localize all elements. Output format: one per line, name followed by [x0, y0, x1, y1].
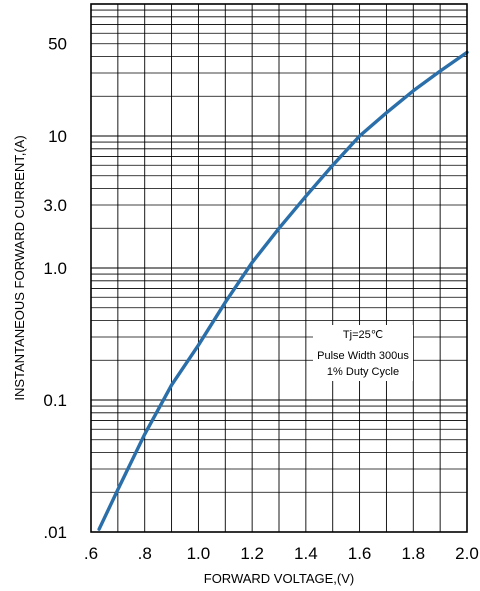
y-tick-label: .01: [43, 523, 67, 542]
x-tick-label: .6: [84, 544, 98, 563]
x-tick-label: 1.4: [294, 544, 318, 563]
y-axis-title: INSTANTANEOUS FORWARD CURRENT,(A): [12, 135, 27, 400]
x-tick-label: 1.0: [187, 544, 211, 563]
x-tick-label: 2.0: [455, 544, 479, 563]
y-tick-label: 1.0: [43, 259, 67, 278]
test-conditions-annotation: Tj=25℃ Pulse Width 300us 1% Duty Cycle: [313, 325, 413, 381]
grid: [90, 4, 468, 533]
y-tick-labels: .01 0.1 1.0 3.0 10 50: [43, 35, 67, 542]
annotation-pulse-width: Pulse Width 300us: [317, 350, 409, 362]
x-tick-label: 1.8: [401, 544, 425, 563]
y-tick-label: 3.0: [43, 196, 67, 215]
annotation-tj: Tj=25℃: [343, 329, 383, 341]
x-axis-title: FORWARD VOLTAGE,(V): [204, 571, 354, 586]
plot-frame: [90, 3, 468, 533]
series-layer: [97, 50, 469, 531]
annotation-duty-cycle: 1% Duty Cycle: [327, 366, 399, 378]
x-tick-label: 1.2: [240, 544, 264, 563]
x-tick-label: 1.6: [348, 544, 372, 563]
y-tick-label: 0.1: [43, 391, 67, 410]
y-tick-label: 10: [48, 127, 67, 146]
x-tick-label: .8: [138, 544, 152, 563]
x-tick-labels: .6 .8 1.0 1.2 1.4 1.6 1.8 2.0: [84, 544, 479, 563]
y-tick-label: 50: [48, 35, 67, 54]
series-line-0: [97, 50, 469, 531]
